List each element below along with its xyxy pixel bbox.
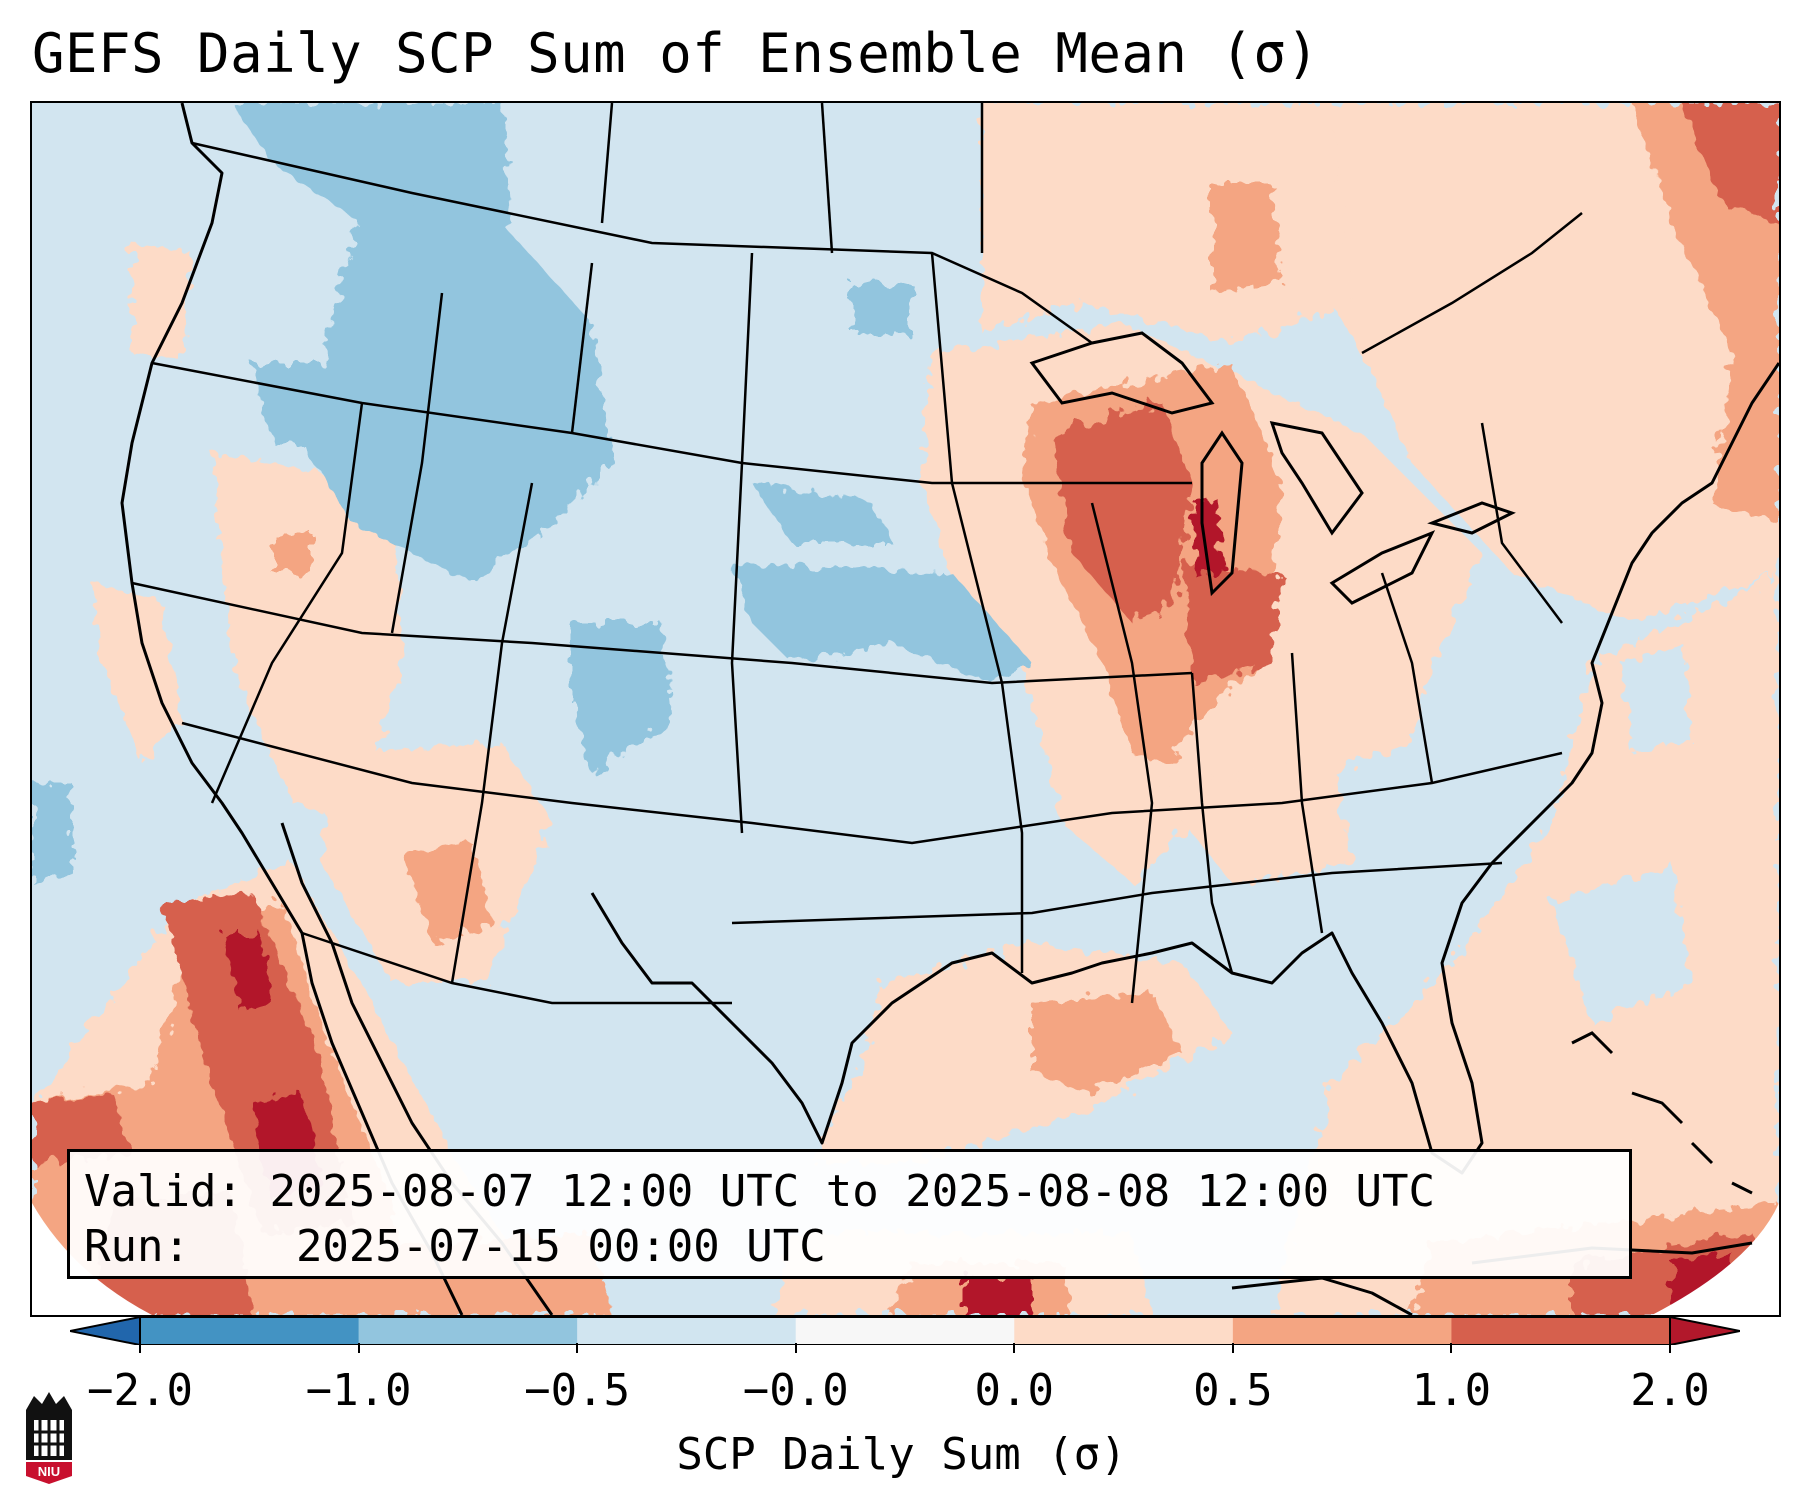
colorbar-tick-label: −1.0 xyxy=(305,1365,412,1416)
valid-value: 2025-08-07 12:00 UTC to 2025-08-08 12:00… xyxy=(269,1166,1436,1217)
colorbar-bin xyxy=(795,1317,1015,1345)
colorbar-bin xyxy=(358,1317,578,1345)
colorbar-tick-mark xyxy=(1231,1343,1234,1353)
colorbar-bin xyxy=(140,1317,360,1345)
niu-logo-shield xyxy=(26,1462,72,1484)
colorbar xyxy=(70,1317,1740,1345)
colorbar-tick-mark xyxy=(576,1343,579,1353)
anomaly-eastern-canada xyxy=(1282,103,1779,623)
colorbar-tick-label: −0.0 xyxy=(742,1365,849,1416)
colorbar-tick-label: 1.0 xyxy=(1411,1365,1492,1416)
run-label: Run: xyxy=(84,1221,190,1272)
colorbar-tick-mark xyxy=(1450,1343,1453,1353)
anomaly-west-coast xyxy=(92,243,192,763)
anomaly-northern-rockies xyxy=(32,103,612,883)
colorbar-tick-label: 2.0 xyxy=(1630,1365,1710,1416)
colorbar-tick-mark xyxy=(357,1343,360,1353)
colorbar-tick-mark xyxy=(794,1343,797,1353)
projection-edge-left xyxy=(32,1203,152,1315)
anomaly-southwest xyxy=(212,453,552,983)
colorbar-extend-low xyxy=(70,1317,141,1345)
colorbar-tick-mark xyxy=(139,1343,141,1353)
colorbar-bin xyxy=(577,1317,797,1345)
valid-run-info-box: Valid: 2025-08-07 12:00 UTC to 2025-08-0… xyxy=(67,1149,1632,1279)
colorbar-bin xyxy=(1232,1317,1452,1345)
colorbar-tick-mark xyxy=(1013,1343,1016,1353)
colorbar-extend-high xyxy=(1669,1317,1740,1345)
colorbar-label: SCP Daily Sum (σ) xyxy=(676,1429,1127,1480)
projection-edge-right xyxy=(1652,1203,1779,1315)
valid-label: Valid: xyxy=(84,1166,243,1217)
figure-title: GEFS Daily SCP Sum of Ensemble Mean (σ) xyxy=(32,22,1320,85)
state-borders xyxy=(131,103,1583,1005)
colorbar-tick-label: 0.5 xyxy=(1193,1365,1273,1416)
great-lakes xyxy=(1029,331,1516,605)
colorbar-bin xyxy=(1014,1317,1234,1345)
colorbar-tick-mark xyxy=(1669,1343,1671,1353)
colorbar-tick-label: 0.0 xyxy=(974,1365,1055,1416)
map-canvas xyxy=(32,103,1779,1315)
colorbar-bin xyxy=(1451,1317,1671,1345)
anomaly-atlantic xyxy=(1272,573,1779,1315)
svg-text:NIU: NIU xyxy=(38,1464,60,1479)
niu-logo: NIU xyxy=(26,1392,72,1484)
run-value: 2025-07-15 00:00 UTC xyxy=(295,1221,826,1272)
anomaly-ontario xyxy=(982,103,1352,343)
colorbar-frame xyxy=(139,1317,1671,1345)
caribbean-islands xyxy=(1571,1031,1753,1195)
colorbar-tick-label: −2.0 xyxy=(87,1365,193,1416)
map-panel xyxy=(30,101,1781,1317)
colorbar-tick-label: −0.5 xyxy=(524,1365,631,1416)
anomaly-central-plains xyxy=(572,283,1032,773)
